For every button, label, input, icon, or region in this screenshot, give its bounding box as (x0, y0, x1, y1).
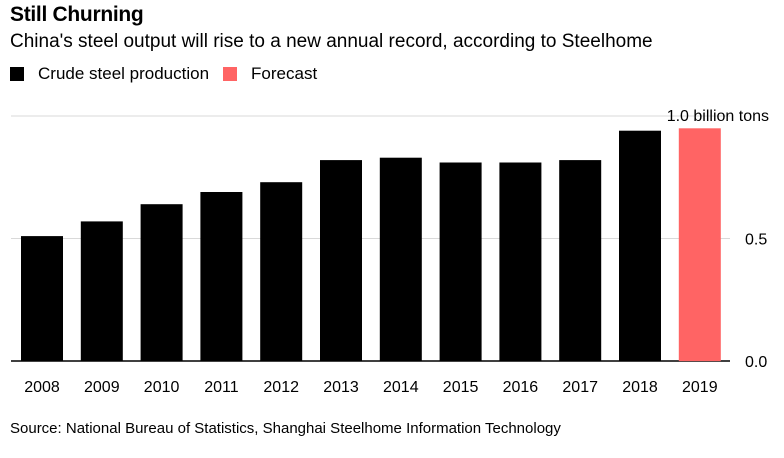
source-note: Source: National Bureau of Statistics, S… (10, 420, 561, 437)
bar-2010 (140, 204, 183, 361)
x-tick-label-2009: 2009 (84, 379, 120, 396)
y-tick-label: 1.0 billion tons (667, 108, 769, 125)
x-tick-label-2013: 2013 (323, 379, 359, 396)
legend-item-production: Crude steel production (10, 64, 209, 84)
y-tick-label: 0.5 (745, 232, 767, 249)
bar-2014 (379, 157, 422, 361)
bar-chart: 0.0 0.5 1.0 billion tons 2008 2009 2010 2011 20… (11, 108, 769, 396)
bars (21, 128, 721, 362)
legend-label-forecast: Forecast (251, 64, 318, 83)
y-tick-label: 0.0 (745, 354, 767, 371)
legend-swatch-forecast (223, 67, 238, 81)
bar-2008 (21, 236, 63, 361)
legend-item-forecast: Forecast (223, 64, 317, 84)
bar-2013 (320, 160, 362, 361)
x-tick-label-2015: 2015 (443, 379, 479, 396)
legend-label-production: Crude steel production (38, 64, 210, 83)
x-tick-label-2017: 2017 (562, 379, 598, 396)
x-tick-label-2019: 2019 (682, 379, 718, 396)
bar-2015 (439, 162, 482, 361)
bar-2016 (499, 162, 542, 361)
legend: Crude steel production Forecast (10, 63, 331, 85)
chart-title: Still Churning (10, 3, 144, 26)
x-tick-label-2012: 2012 (263, 379, 299, 396)
x-tick-label-2011: 2011 (204, 379, 239, 396)
x-tick-label-2018: 2018 (622, 379, 658, 396)
bar-2012 (260, 182, 303, 361)
bar-2017 (559, 160, 602, 361)
axis-labels: 0.0 0.5 1.0 billion tons 2008 2009 2010 2011 20… (24, 108, 769, 396)
chart-subtitle: China's steel output will rise to a new … (10, 31, 653, 52)
gridlines (11, 115, 730, 362)
legend-swatch-production (10, 67, 24, 81)
x-tick-label-2016: 2016 (503, 379, 539, 396)
forecast-bar-2019 (678, 128, 721, 362)
x-tick-label-2014: 2014 (383, 379, 419, 396)
x-tick-label-2010: 2010 (144, 379, 180, 396)
bar-2011 (200, 192, 243, 361)
bar-2009 (80, 221, 123, 361)
bar-2018 (619, 130, 661, 361)
x-tick-label-2008: 2008 (24, 379, 60, 396)
